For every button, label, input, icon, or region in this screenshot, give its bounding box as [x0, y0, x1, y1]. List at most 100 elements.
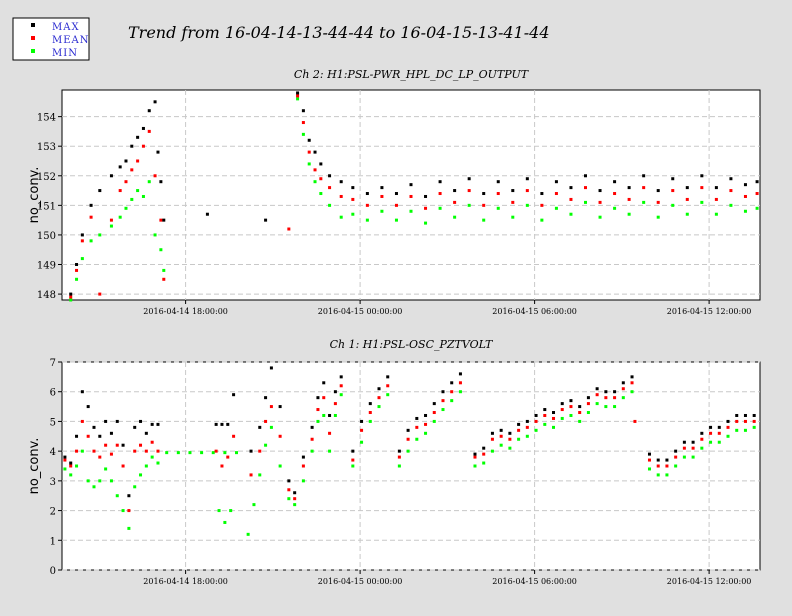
data-point-mean [432, 411, 436, 415]
data-point-min [755, 206, 759, 210]
x-tick-label: 2016-04-15 06:00:00 [492, 307, 577, 316]
data-point-max [293, 491, 297, 495]
data-point-mean [121, 464, 125, 468]
data-point-mean [409, 194, 413, 198]
data-point-min [450, 399, 454, 403]
data-point-min [674, 464, 678, 468]
data-point-max [685, 186, 689, 190]
data-point-mean [249, 473, 253, 477]
data-point-max [156, 150, 160, 154]
data-point-min [121, 509, 125, 513]
data-point-max [627, 186, 631, 190]
data-point-mean [69, 295, 73, 299]
data-point-mean [604, 396, 608, 400]
data-point-min [153, 233, 157, 237]
data-point-min [604, 405, 608, 409]
data-point-max [147, 109, 151, 113]
data-point-min [310, 449, 314, 453]
legend-swatch-min [31, 49, 35, 53]
data-point-max [226, 422, 230, 426]
data-point-max [441, 390, 445, 394]
data-point-max [743, 183, 747, 187]
data-point-max [482, 446, 486, 450]
data-point-min [246, 532, 250, 536]
data-point-max [269, 366, 273, 370]
panel-ch1-plot-area [61, 361, 761, 571]
panel-ch1-y-axis: 0 1 2 3 4 5 6 7 [50, 358, 62, 577]
data-point-max [159, 180, 163, 184]
data-point-min [360, 440, 364, 444]
data-point-min [517, 437, 521, 441]
data-point-mean [258, 449, 262, 453]
data-point-mean [473, 455, 477, 459]
data-point-max [621, 381, 625, 385]
data-point-min [351, 212, 355, 216]
data-point-min [482, 461, 486, 465]
data-point-max [69, 292, 73, 296]
data-point-max [98, 434, 102, 438]
data-point-max [351, 449, 355, 453]
data-point-mean [496, 192, 500, 196]
data-point-mean [313, 168, 317, 172]
data-point-mean [339, 194, 343, 198]
data-point-max [409, 183, 413, 187]
panel-ch2-points [69, 91, 759, 302]
data-point-mean [569, 197, 573, 201]
data-point-mean [287, 227, 291, 231]
data-point-min [109, 479, 113, 483]
data-point-mean [647, 458, 651, 462]
data-point-mean [700, 186, 704, 190]
data-point-min [540, 218, 544, 222]
data-point-min [217, 509, 221, 513]
data-point-mean [322, 396, 326, 400]
data-point-mean [333, 402, 337, 406]
data-point-max [691, 440, 695, 444]
data-point-mean [150, 440, 154, 444]
data-point-min [726, 434, 730, 438]
data-point-min [258, 473, 262, 477]
data-point-mean [69, 464, 73, 468]
data-point-max [424, 194, 428, 198]
data-point-mean [159, 218, 163, 222]
data-point-max [115, 419, 119, 423]
data-point-min [415, 437, 419, 441]
data-point-max [322, 381, 326, 385]
data-point-mean [278, 434, 282, 438]
data-point-min [717, 440, 721, 444]
data-point-mean [80, 419, 84, 423]
data-point-max [144, 431, 148, 435]
data-point-mean [554, 192, 558, 196]
data-point-min [490, 449, 494, 453]
data-point-min [691, 455, 695, 459]
data-point-min [328, 203, 332, 207]
data-point-max [700, 431, 704, 435]
data-point-mean [301, 464, 305, 468]
y-tick-label: 150 [37, 231, 56, 242]
x-tick-label: 2016-04-14 18:00:00 [143, 577, 228, 586]
data-point-mean [482, 452, 486, 456]
data-point-mean [729, 189, 733, 193]
data-point-mean [139, 443, 143, 447]
data-point-max [700, 174, 704, 178]
data-point-min [458, 390, 462, 394]
data-point-min [339, 215, 343, 219]
data-point-max [595, 387, 599, 391]
data-point-min [499, 443, 503, 447]
panel-ch2-x-axis: 2016-04-14 18:00:00 2016-04-15 00:00:00 20… [143, 300, 751, 316]
data-point-min [165, 451, 169, 455]
data-point-mean [415, 425, 419, 429]
x-tick-label: 2016-04-15 00:00:00 [318, 577, 403, 586]
x-tick-label: 2016-04-15 00:00:00 [318, 307, 403, 316]
data-point-mean [595, 393, 599, 397]
data-point-min [432, 419, 436, 423]
data-point-min [685, 212, 689, 216]
data-point-mean [98, 292, 102, 296]
data-point-min [543, 422, 547, 426]
data-point-min [235, 451, 238, 455]
y-tick-label: 7 [50, 358, 56, 369]
data-point-max [377, 387, 381, 391]
data-point-mean [226, 455, 230, 459]
data-point-min [316, 419, 320, 423]
data-point-max [258, 425, 262, 429]
legend-swatch-mean [31, 36, 35, 40]
